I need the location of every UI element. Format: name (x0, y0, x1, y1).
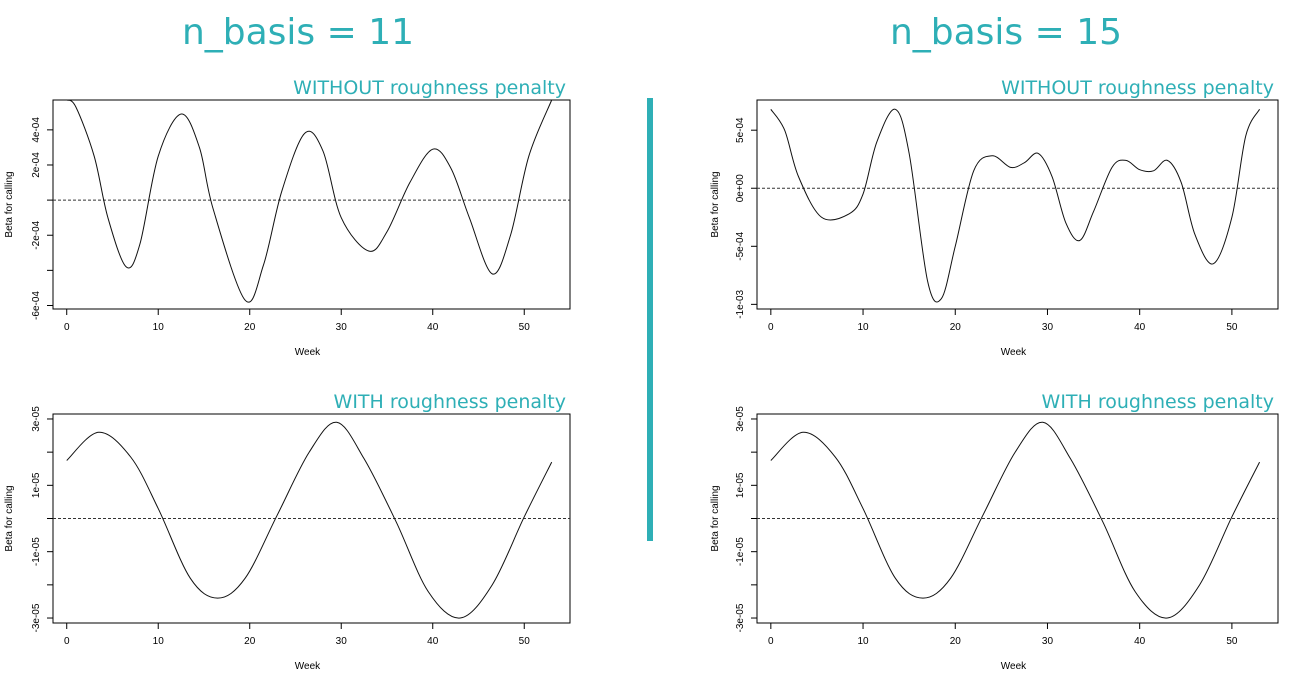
series-line (771, 422, 1260, 618)
plot-frame (757, 100, 1278, 309)
x-tick-label: 50 (1226, 636, 1238, 647)
y-axis-label: Beta for calling (710, 485, 721, 551)
plot-right-without-penalty: WITHOUT roughness penalty 0 10 20 30 40 50 -1e-… (706, 72, 1286, 362)
x-tick-label: 10 (857, 322, 869, 333)
x-tick-label: 50 (519, 322, 531, 333)
x-tick-label: 20 (950, 322, 962, 333)
x-axis-label: Week (295, 661, 321, 672)
series-line (67, 422, 552, 618)
y-tick-label: 4e-04 (31, 117, 42, 143)
plot-right-with-penalty: WITH roughness penalty 0 10 20 30 40 50 -3e-05 -… (706, 390, 1286, 680)
x-axis-label: Week (1001, 661, 1027, 672)
x-tick-label: 30 (1042, 636, 1054, 647)
y-tick-label: 3e-05 (735, 406, 746, 432)
x-tick-label: 40 (427, 636, 439, 647)
plot-title: WITHOUT roughness penalty (293, 77, 566, 99)
x-tick-label: 20 (244, 636, 256, 647)
plot-left-with-penalty: WITH roughness penalty 0 10 20 30 40 50 -3e-05 -… (0, 390, 580, 680)
x-tick-label: 40 (427, 322, 439, 333)
y-tick-label: -1e-03 (735, 289, 746, 318)
x-tick-label: 20 (244, 322, 256, 333)
y-tick-label: -3e-05 (735, 603, 746, 632)
y-tick-label: -5e-04 (735, 231, 746, 260)
header-n-basis-15: n_basis = 15 (806, 12, 1206, 53)
x-tick-label: 0 (768, 636, 774, 647)
x-tick-label: 10 (153, 636, 165, 647)
y-tick-label: -2e-04 (31, 220, 42, 249)
y-tick-label: 2e-04 (31, 152, 42, 178)
x-tick-label: 40 (1134, 322, 1146, 333)
x-tick-label: 0 (768, 322, 774, 333)
y-tick-label: 1e-05 (735, 472, 746, 498)
column-divider (647, 98, 653, 541)
x-tick-label: 40 (1134, 636, 1146, 647)
plot-frame (53, 100, 570, 309)
x-tick-label: 30 (336, 636, 348, 647)
series-line (67, 100, 552, 302)
y-tick-label: 1e-05 (31, 472, 42, 498)
x-axis-label: Week (1001, 347, 1027, 358)
plot-title: WITHOUT roughness penalty (1001, 77, 1274, 99)
x-tick-label: 0 (64, 636, 70, 647)
x-tick-label: 20 (950, 636, 962, 647)
plot-title: WITH roughness penalty (334, 391, 566, 413)
x-tick-label: 50 (519, 636, 531, 647)
plot-title: WITH roughness penalty (1042, 391, 1274, 413)
header-n-basis-11: n_basis = 11 (98, 12, 498, 53)
y-tick-label: 0e+00 (735, 174, 746, 203)
y-axis-label: Beta for calling (4, 485, 15, 551)
y-tick-label: -1e-05 (735, 537, 746, 566)
y-tick-label: 3e-05 (31, 406, 42, 432)
series-line (771, 109, 1260, 302)
x-axis-label: Week (295, 347, 321, 358)
x-tick-label: 30 (1042, 322, 1054, 333)
y-tick-label: 5e-04 (735, 117, 746, 143)
x-tick-label: 50 (1226, 322, 1238, 333)
y-axis-label: Beta for calling (710, 171, 721, 237)
x-tick-label: 10 (857, 636, 869, 647)
y-axis-label: Beta for calling (4, 171, 15, 237)
x-tick-label: 0 (64, 322, 70, 333)
y-tick-label: -1e-05 (31, 537, 42, 566)
y-tick-label: -3e-05 (31, 603, 42, 632)
y-tick-label: -6e-04 (31, 291, 42, 320)
plot-left-without-penalty: WITHOUT roughness penalty 0 10 20 30 40 50 -6e-… (0, 72, 580, 362)
x-tick-label: 30 (336, 322, 348, 333)
x-tick-label: 10 (153, 322, 165, 333)
